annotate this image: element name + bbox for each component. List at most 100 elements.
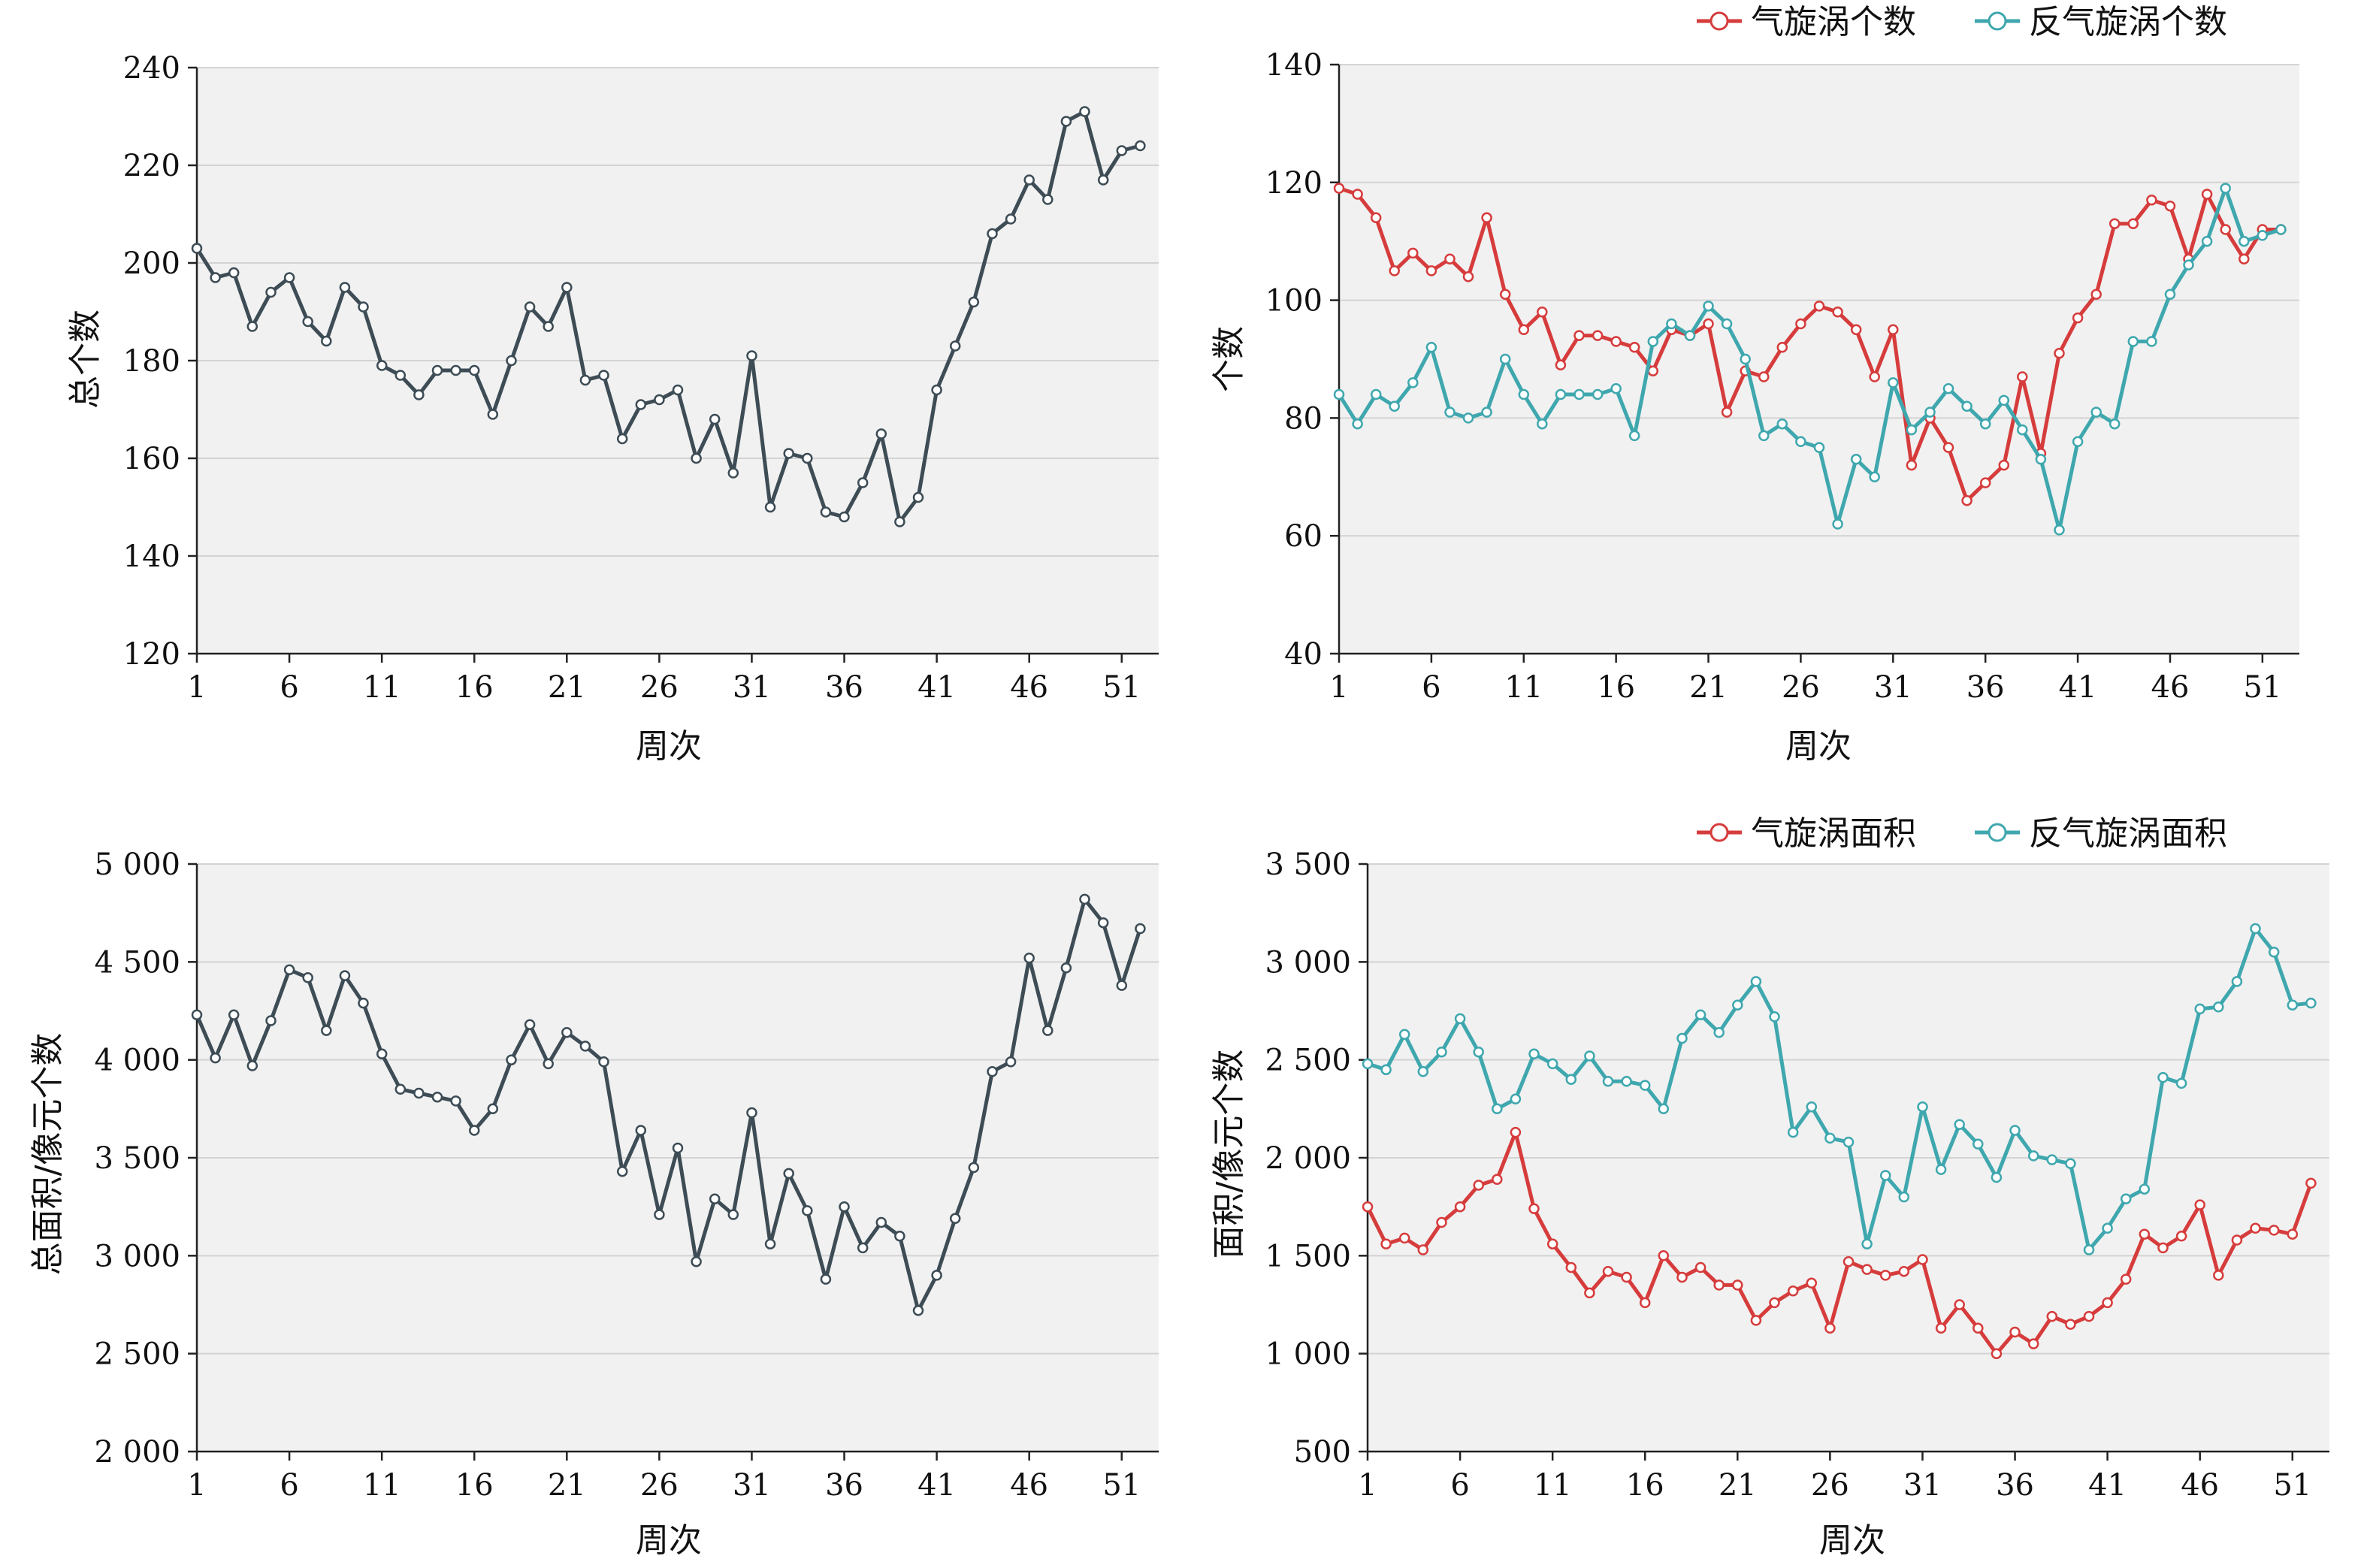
data-point-d-1 <box>1380 1064 1392 1075</box>
data-point-d-0 <box>1398 1232 1410 1244</box>
data-point-d-0 <box>1658 1250 1670 1261</box>
data-point-b-1 <box>2275 224 2287 235</box>
data-point-a-0 <box>802 452 813 464</box>
data-point-b-0 <box>2109 218 2121 229</box>
data-point-c-0 <box>1135 923 1146 935</box>
x-tick-label-a: 16 <box>455 670 494 705</box>
data-point-c-0 <box>228 1009 240 1020</box>
data-point-c-0 <box>875 1216 887 1228</box>
x-axis-label-b: 周次 <box>1785 727 1852 766</box>
data-point-d-1 <box>1658 1103 1670 1115</box>
data-point-d-1 <box>2046 1154 2058 1165</box>
data-point-a-0 <box>727 467 739 479</box>
y-axis-label-b: 个数 <box>1210 326 1248 392</box>
data-point-b-1 <box>1813 442 1825 453</box>
data-point-d-0 <box>1750 1315 1762 1326</box>
data-point-c-0 <box>1005 1056 1017 1068</box>
data-point-b-0 <box>1352 189 1363 200</box>
x-tick-label-c: 16 <box>455 1468 494 1503</box>
data-point-d-0 <box>1362 1201 1374 1213</box>
data-point-d-0 <box>2268 1225 2280 1236</box>
data-point-b-0 <box>2164 200 2176 212</box>
data-point-a-0 <box>912 491 924 503</box>
x-tick-label-b: 1 <box>1329 670 1348 705</box>
series-line-a-0 <box>195 110 1141 524</box>
data-point-d-1 <box>2009 1125 2021 1136</box>
data-point-b-1 <box>1776 418 1788 430</box>
x-tick-label-b: 36 <box>1966 670 2005 705</box>
data-point-c-0 <box>1023 952 1035 964</box>
data-point-c-0 <box>191 1009 203 1020</box>
data-point-d-1 <box>2287 999 2299 1011</box>
data-point-d-1 <box>2250 923 2261 935</box>
data-point-c-0 <box>764 1238 776 1249</box>
y-tick-label-b: 80 <box>1284 401 1323 436</box>
y-tick-label-a: 160 <box>123 442 180 476</box>
data-point-b-1 <box>2054 524 2065 536</box>
data-point-d-1 <box>1454 1013 1466 1025</box>
data-point-c-0 <box>1116 980 1128 991</box>
plot-area-b <box>1339 65 2299 654</box>
data-point-c-0 <box>506 1054 517 1065</box>
legend-b: 气旋涡个数 反气旋涡个数 <box>1697 3 2227 41</box>
data-point-c-0 <box>949 1213 961 1225</box>
x-tick-label-d: 46 <box>2181 1468 2219 1503</box>
data-point-d-0 <box>1546 1238 1558 1249</box>
data-point-b-1 <box>2183 259 2194 270</box>
x-axis-label-c: 周次 <box>636 1521 702 1560</box>
data-point-d-1 <box>2102 1222 2113 1234</box>
data-point-d-0 <box>2046 1310 2058 1322</box>
data-point-c-0 <box>857 1242 869 1254</box>
data-point-b-0 <box>1703 318 1714 330</box>
legend-d-anticyclone-marker <box>1988 823 2007 842</box>
data-point-a-0 <box>764 501 776 513</box>
x-tick-label-a: 46 <box>1010 670 1048 705</box>
data-point-a-0 <box>820 506 832 518</box>
data-point-b-1 <box>1592 388 1604 400</box>
data-point-b-0 <box>1721 406 1733 418</box>
data-point-b-1 <box>1758 430 1770 442</box>
y-tick-label-a: 140 <box>123 539 180 574</box>
data-point-b-0 <box>2072 312 2084 324</box>
data-point-c-0 <box>912 1305 924 1316</box>
data-point-d-1 <box>1528 1048 1540 1060</box>
data-point-d-0 <box>1824 1322 1836 1334</box>
data-point-c-0 <box>746 1107 757 1119</box>
data-point-b-1 <box>1573 388 1585 400</box>
data-point-d-0 <box>1991 1348 2003 1359</box>
data-point-b-0 <box>1628 342 1640 353</box>
data-point-d-1 <box>1750 976 1762 987</box>
data-point-c-0 <box>727 1209 739 1220</box>
data-point-c-0 <box>561 1026 573 1038</box>
y-tick-label-c: 5 000 <box>94 847 180 882</box>
data-point-a-0 <box>431 364 443 376</box>
data-point-b-1 <box>1906 424 1918 436</box>
series-line-b-1 <box>1337 186 2282 532</box>
data-point-d-1 <box>1565 1074 1577 1085</box>
x-tick-label-d: 6 <box>1450 1468 1469 1503</box>
x-tick-label-d: 16 <box>1626 1468 1664 1503</box>
data-point-a-0 <box>894 516 905 527</box>
data-point-a-0 <box>1116 145 1128 156</box>
legend-b-cyclone-marker <box>1710 11 1729 31</box>
data-point-b-1 <box>1518 388 1530 400</box>
data-point-a-0 <box>358 301 369 313</box>
data-point-b-0 <box>1888 324 1899 336</box>
data-point-c-0 <box>413 1087 425 1099</box>
data-point-b-1 <box>1832 518 1843 530</box>
x-tick-label-c: 46 <box>1010 1468 1048 1503</box>
data-point-a-0 <box>228 267 240 279</box>
data-point-a-0 <box>616 433 628 445</box>
data-point-b-1 <box>1961 400 1972 412</box>
data-point-b-1 <box>1481 406 1492 418</box>
x-tick-label-c: 51 <box>1102 1468 1141 1503</box>
data-point-a-0 <box>376 360 388 371</box>
x-tick-label-c: 31 <box>733 1468 771 1503</box>
data-point-d-1 <box>1861 1238 1873 1249</box>
data-point-b-1 <box>2146 336 2157 347</box>
data-point-b-0 <box>2090 289 2102 301</box>
y-tick-label-c: 4 500 <box>94 945 180 980</box>
data-point-c-0 <box>783 1168 794 1180</box>
data-point-d-1 <box>1621 1076 1632 1087</box>
